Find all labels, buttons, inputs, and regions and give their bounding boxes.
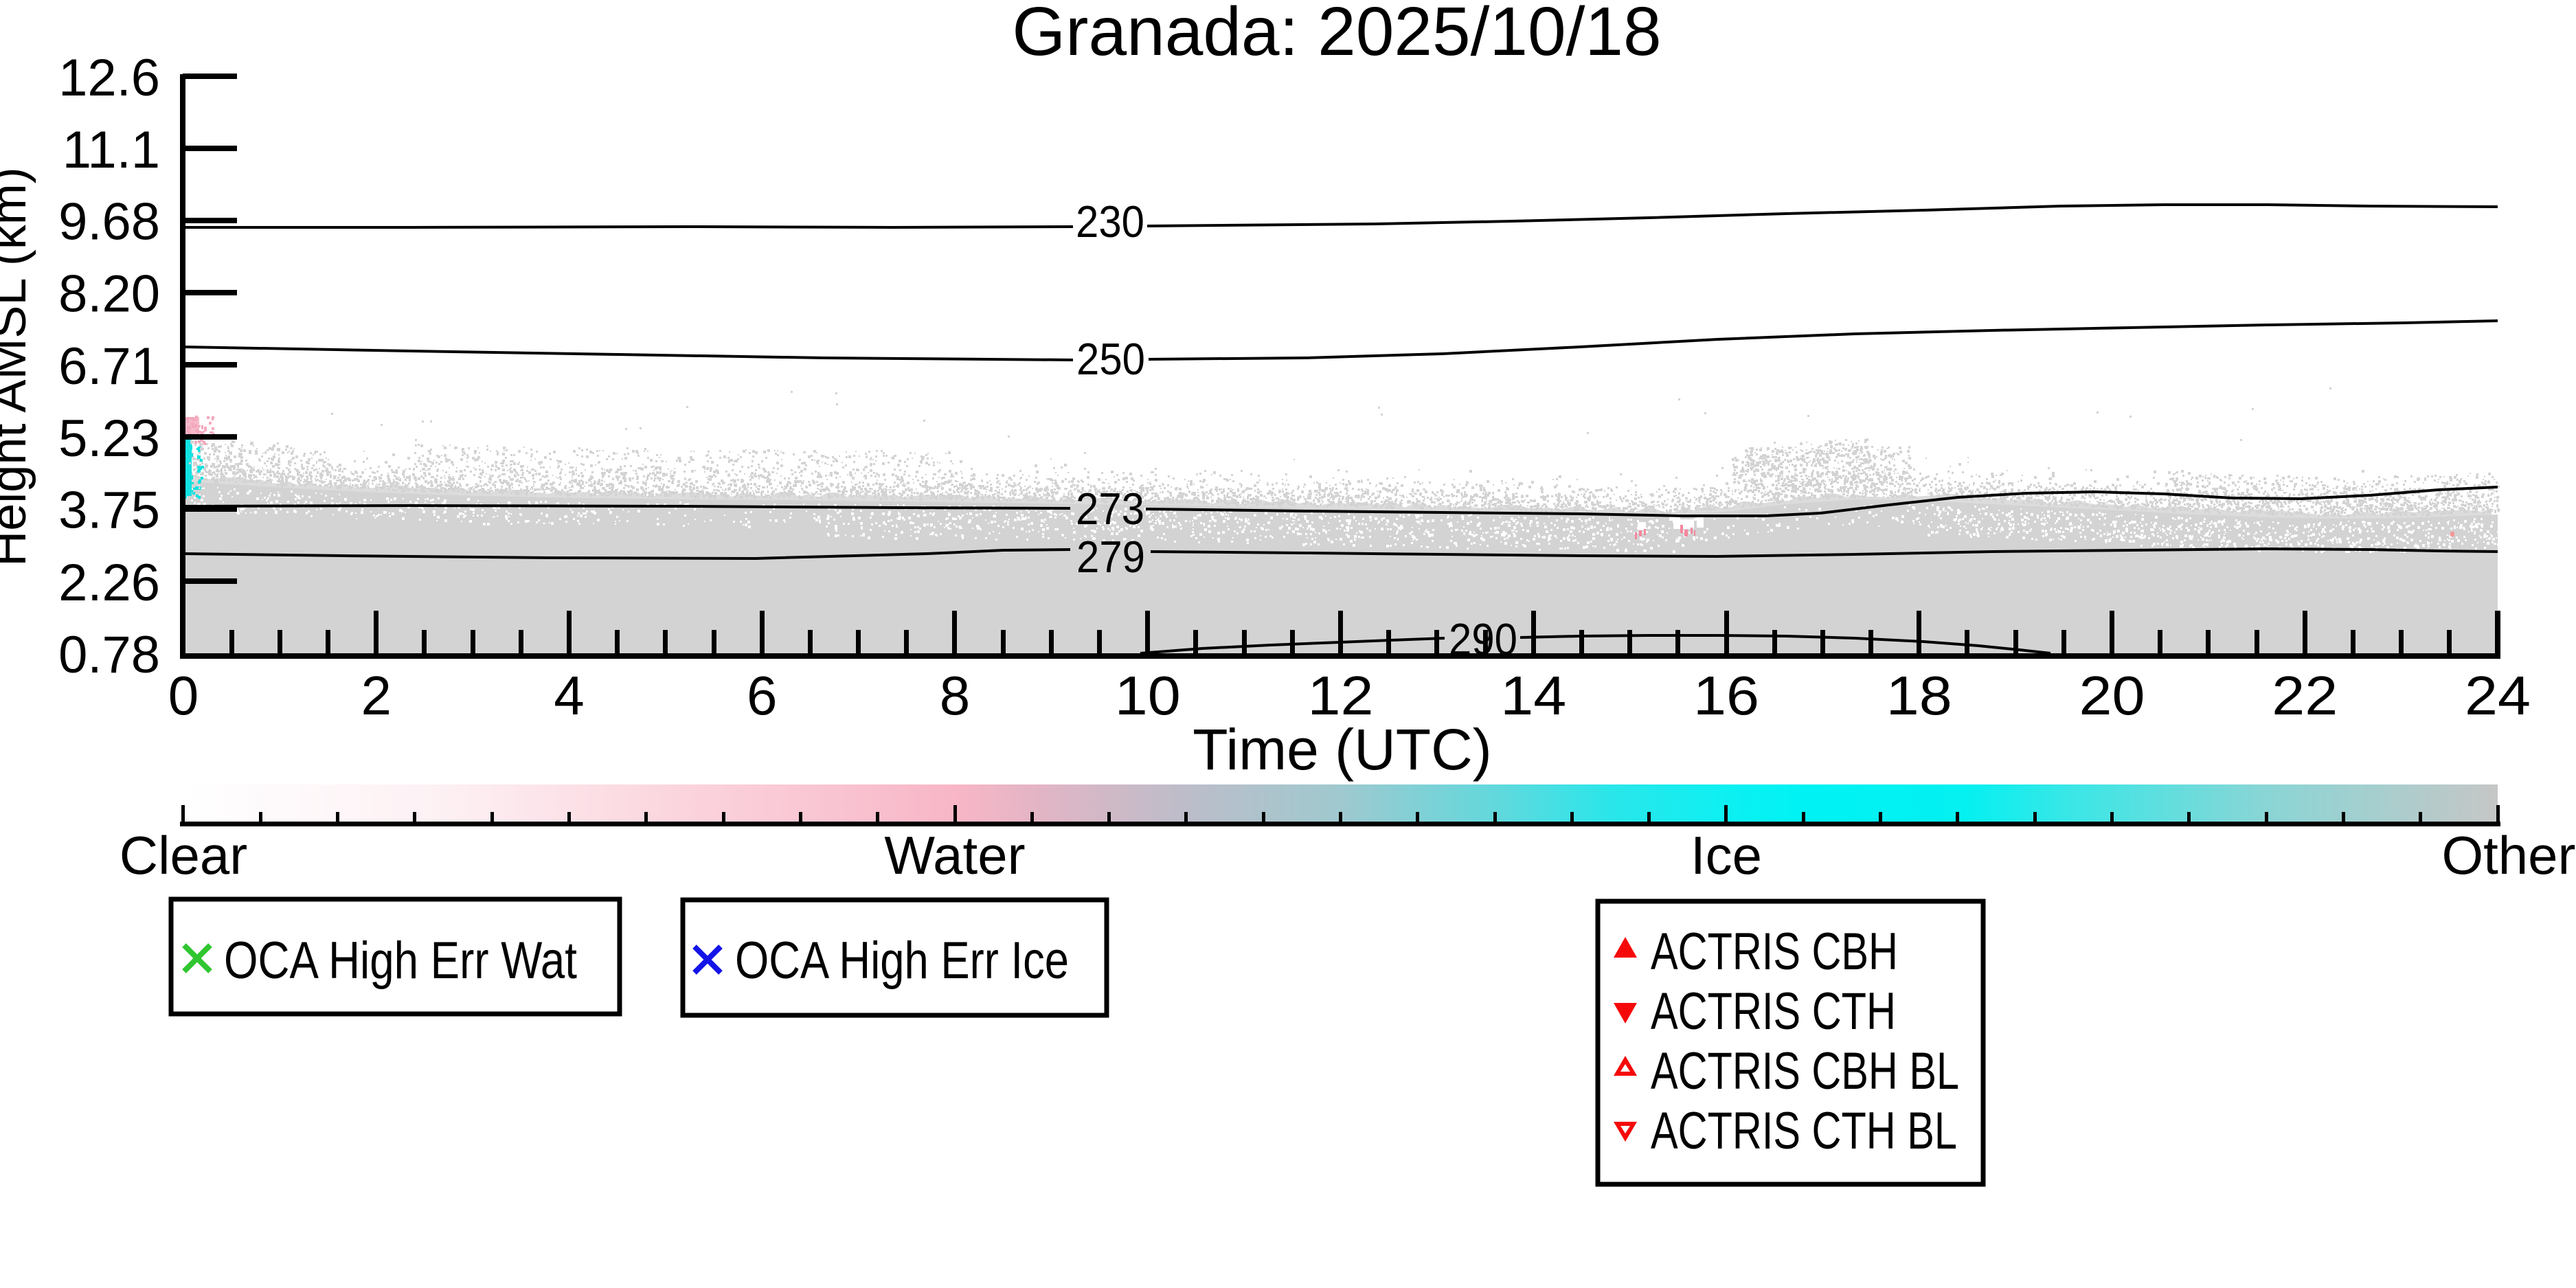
svg-text:12: 12 [1308, 665, 1374, 726]
svg-text:6: 6 [747, 665, 778, 726]
svg-text:22: 22 [2272, 665, 2338, 726]
svg-text:2: 2 [361, 665, 392, 726]
svg-text:6.71: 6.71 [58, 337, 160, 396]
svg-text:OCA High Err Ice: OCA High Err Ice [735, 931, 1069, 990]
svg-text:Other: Other [2441, 825, 2575, 885]
svg-text:OCA High Err Wat: OCA High Err Wat [224, 931, 577, 990]
svg-text:14: 14 [1500, 665, 1566, 726]
svg-text:ACTRIS CBH BL: ACTRIS CBH BL [1651, 1042, 1959, 1100]
svg-text:0.78: 0.78 [58, 626, 160, 684]
svg-text:3.75: 3.75 [58, 482, 160, 540]
svg-text:Height AMSL (km): Height AMSL (km) [0, 167, 36, 566]
svg-text:9.68: 9.68 [58, 193, 160, 251]
svg-text:11.1: 11.1 [63, 121, 160, 179]
svg-text:ACTRIS CTH: ACTRIS CTH [1651, 982, 1896, 1041]
svg-text:230: 230 [1076, 196, 1144, 247]
svg-text:Granada: 2025/10/18: Granada: 2025/10/18 [1012, 0, 1661, 70]
svg-text:Water: Water [884, 825, 1025, 885]
svg-text:ACTRIS CTH BL: ACTRIS CTH BL [1651, 1102, 1957, 1160]
svg-text:ACTRIS CBH: ACTRIS CBH [1651, 923, 1898, 981]
svg-text:290: 290 [1449, 614, 1517, 664]
svg-text:273: 273 [1076, 484, 1144, 534]
svg-text:8.20: 8.20 [58, 265, 160, 324]
svg-text:Time (UTC): Time (UTC) [1193, 717, 1491, 782]
svg-text:Ice: Ice [1691, 825, 1762, 885]
svg-text:5.23: 5.23 [58, 409, 160, 468]
svg-text:4: 4 [554, 665, 585, 726]
svg-text:16: 16 [1693, 665, 1759, 726]
svg-text:2.26: 2.26 [58, 554, 160, 612]
svg-text:0: 0 [168, 665, 199, 726]
svg-text:279: 279 [1076, 532, 1145, 582]
svg-text:8: 8 [940, 665, 971, 726]
svg-text:20: 20 [2079, 665, 2145, 726]
svg-text:18: 18 [1886, 665, 1952, 726]
svg-text:24: 24 [2465, 665, 2531, 726]
svg-text:250: 250 [1076, 334, 1145, 384]
svg-text:12.6: 12.6 [58, 49, 160, 107]
svg-text:Clear: Clear [120, 825, 247, 885]
svg-text:10: 10 [1115, 665, 1181, 726]
